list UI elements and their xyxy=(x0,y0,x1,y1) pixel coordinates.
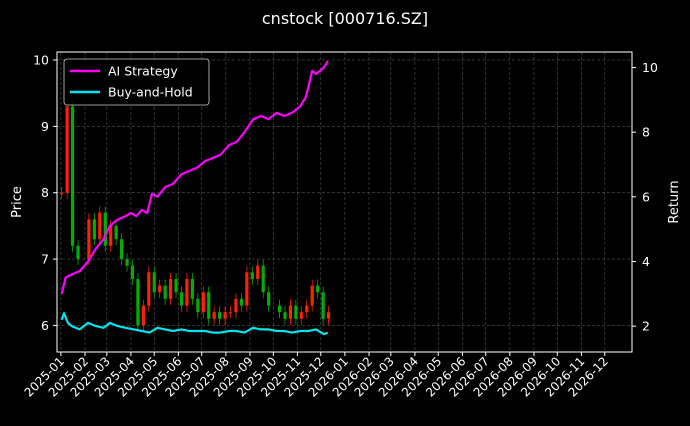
price-candle-body xyxy=(321,292,325,319)
price-candle-body xyxy=(190,278,194,299)
price-candle-body xyxy=(60,192,64,194)
price-candle-body xyxy=(125,259,129,266)
price-candle-body xyxy=(92,219,96,240)
price-candle-body xyxy=(228,312,233,314)
right-y-tick-label: 10 xyxy=(642,60,658,75)
price-candle-body xyxy=(234,298,238,313)
price-candle-body xyxy=(261,265,265,293)
price-candle-body xyxy=(103,212,107,246)
price-candle-body xyxy=(158,285,162,293)
price-candle-body xyxy=(299,312,303,319)
price-candle-body xyxy=(277,305,282,313)
price-candle-body xyxy=(87,219,91,260)
price-candle-body xyxy=(163,285,167,299)
legend-label: Buy-and-Hold xyxy=(108,85,193,100)
price-candle-body xyxy=(310,285,314,306)
left-y-axis: 6 7 8 9 10 xyxy=(33,52,57,333)
price-candle-body xyxy=(185,278,189,306)
chart-title: cnstock [000716.SZ] xyxy=(262,9,428,28)
price-candle-body xyxy=(109,225,113,246)
price-candle-body xyxy=(245,272,249,306)
price-candle-body xyxy=(119,239,124,260)
left-y-tick-label: 6 xyxy=(41,318,49,333)
legend-label: AI Strategy xyxy=(108,64,178,79)
price-candle-body xyxy=(294,305,298,319)
price-candle-body xyxy=(250,272,254,279)
price-candle-body xyxy=(218,312,222,319)
price-candle-body xyxy=(168,278,173,299)
price-candle-body xyxy=(179,292,184,306)
price-candle-body xyxy=(141,305,145,326)
left-y-tick-label: 7 xyxy=(41,252,49,267)
legend-box xyxy=(63,58,210,106)
price-candle-body xyxy=(256,265,260,279)
series-line-buy-and-hold xyxy=(60,312,329,336)
series-layer xyxy=(60,60,329,336)
right-y-axis-label: Return xyxy=(667,180,682,223)
price-candle-body xyxy=(212,312,216,319)
price-candle-body xyxy=(70,106,75,246)
right-y-tick-label: 2 xyxy=(642,319,650,334)
price-candle-body xyxy=(326,312,331,319)
right-y-tick-label: 6 xyxy=(642,189,650,204)
price-candle-body xyxy=(207,292,211,319)
price-candle-body xyxy=(174,278,178,293)
left-y-tick-label: 8 xyxy=(41,185,49,200)
series-line-ai-strategy xyxy=(60,60,329,295)
price-candle-body xyxy=(305,305,309,313)
right-y-tick-label: 8 xyxy=(642,125,650,140)
price-candle-body xyxy=(136,278,140,326)
price-candle-body xyxy=(267,292,271,306)
price-candle-body xyxy=(65,106,69,193)
left-y-axis-label: Price xyxy=(10,186,25,218)
price-candle-body xyxy=(239,298,244,306)
price-candles-layer xyxy=(60,100,331,332)
right-y-tick-label: 4 xyxy=(642,254,650,269)
price-candle-body xyxy=(114,225,118,240)
right-y-axis: 2 4 6 8 10 xyxy=(632,60,658,334)
price-candle-body xyxy=(201,292,205,313)
left-y-tick-label: 10 xyxy=(33,52,49,67)
legend: AI Strategy Buy-and-Hold xyxy=(63,58,210,106)
price-candle-body xyxy=(283,312,287,319)
price-candle-body xyxy=(98,212,102,240)
price-candle-body xyxy=(76,245,80,260)
price-candle-body xyxy=(288,305,293,319)
price-candle-body xyxy=(196,298,200,313)
price-candle-body xyxy=(147,272,151,306)
left-y-tick-label: 9 xyxy=(41,119,49,134)
price-candle-body xyxy=(223,312,227,319)
price-candle-body xyxy=(152,272,156,293)
price-candle-body xyxy=(130,265,135,279)
price-candle-body xyxy=(316,285,320,293)
